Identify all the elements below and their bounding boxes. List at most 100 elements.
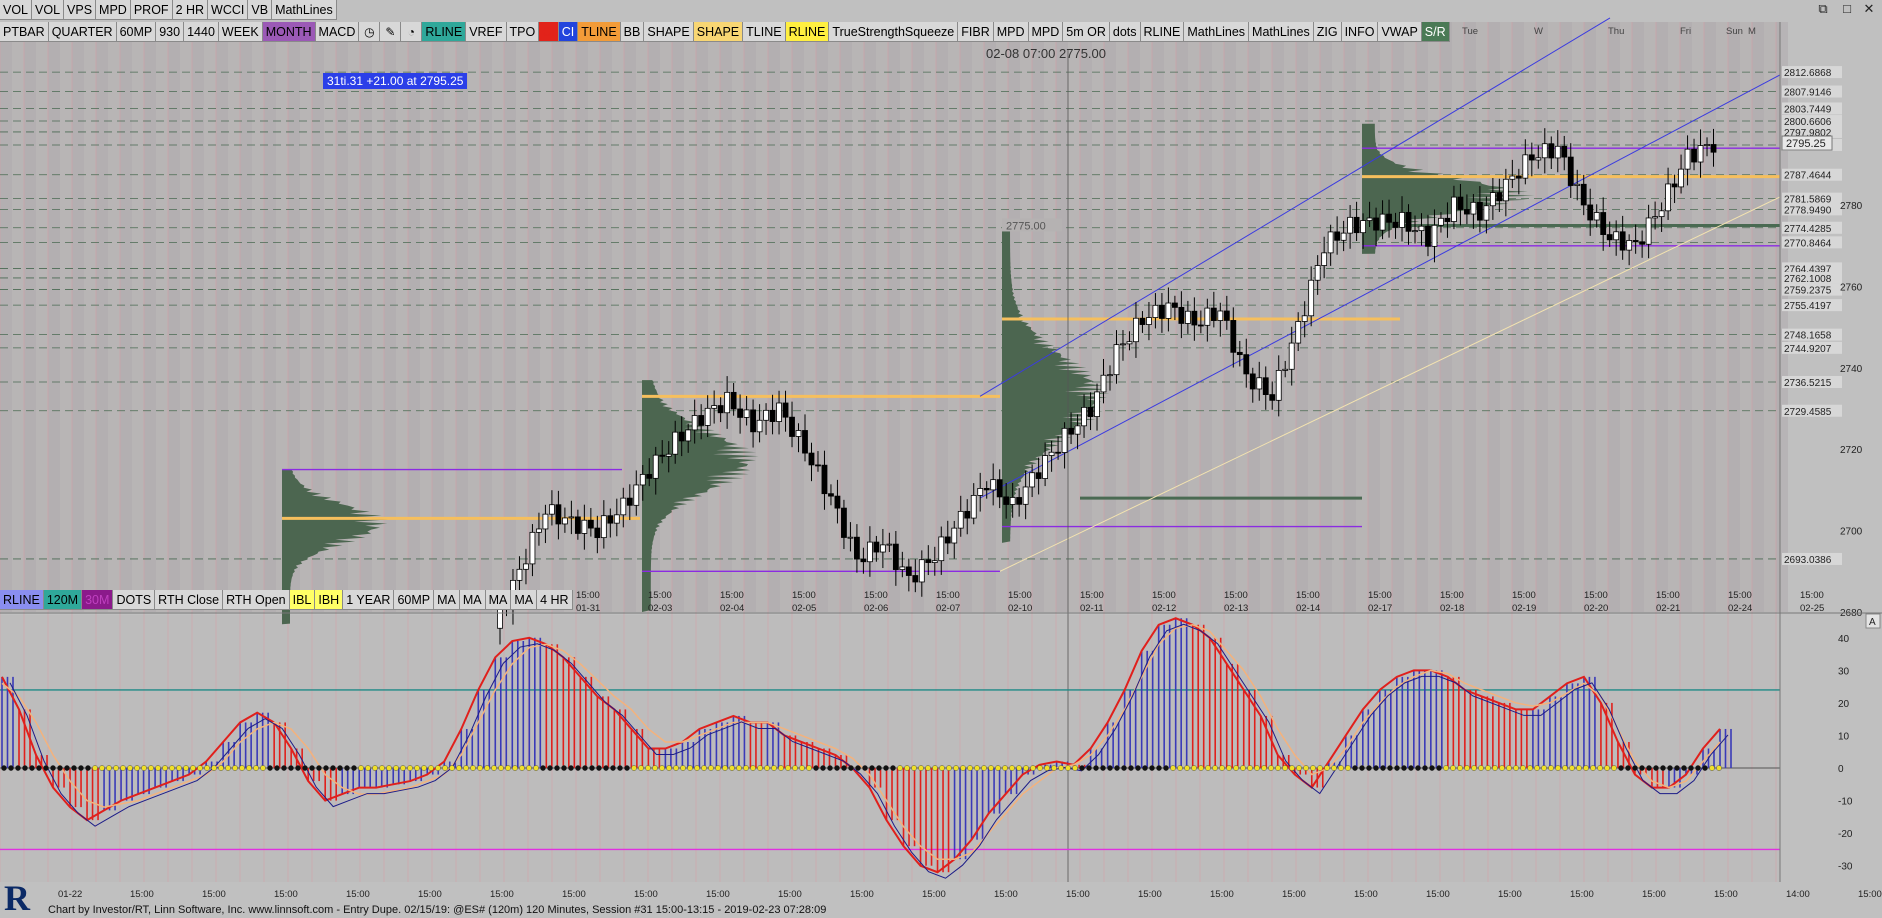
zero-dot — [1590, 765, 1596, 771]
zero-dot — [29, 765, 35, 771]
toolbar_bottom-btn-rline[interactable]: RLINE — [0, 590, 44, 610]
time-tick-label: 15:00 — [648, 590, 672, 601]
toolbar_top_1-btn-vps[interactable]: VPS — [64, 0, 97, 20]
toolbar_top_2-btn-ci[interactable]: CI — [539, 22, 559, 42]
candle-up — [1126, 341, 1133, 345]
date-tick-label: 02-17 — [1368, 603, 1392, 614]
candle-up — [1146, 317, 1152, 325]
toolbar_top_2-btn-tline[interactable]: TLINE — [578, 22, 621, 42]
zero-dot — [316, 765, 322, 771]
toolbar_top_1-btn-wcci[interactable]: WCCI — [208, 0, 249, 20]
session-band — [624, 22, 636, 612]
toolbar_top_2-btn-mathlines[interactable]: MathLines — [1184, 22, 1250, 42]
candle-up — [1022, 486, 1029, 505]
toolbar_top_2-btn-s-r[interactable]: S/R — [1421, 22, 1450, 42]
maximize-window-icon[interactable]: □ — [1843, 1, 1851, 16]
toolbar_top_2-btn-rline[interactable]: RLINE — [1140, 22, 1185, 42]
toolbar_top_2-btn-60mp[interactable]: 60MP — [116, 22, 157, 42]
toolbar_top_2-btn-tline[interactable]: TLINE — [743, 22, 786, 42]
toolbar_top_2-btn-vwap[interactable]: VWAP — [1378, 22, 1422, 42]
toolbar_bottom-btn-4-hr[interactable]: 4 HR — [537, 590, 573, 610]
zero-dot — [1688, 765, 1694, 771]
zero-dot — [99, 765, 105, 771]
candle-up — [763, 409, 769, 421]
toolbar_top_1-btn-mathlines[interactable]: MathLines — [272, 0, 337, 20]
zero-dot — [127, 765, 133, 771]
toolbar_bottom-btn-30m[interactable]: 30M — [82, 590, 114, 610]
toolbar_top_1-btn-mpd[interactable]: MPD — [96, 0, 131, 20]
macd-time-label: 15:00 — [1498, 889, 1522, 900]
toolbar_bottom-btn-ma[interactable]: MA — [485, 590, 512, 610]
zero-dot — [547, 765, 553, 771]
date-tick-label: 02-13 — [1224, 603, 1248, 614]
toolbar_top_1-btn-2-hr[interactable]: 2 HR — [172, 0, 209, 20]
session-band — [840, 22, 852, 612]
toolbar_bottom-btn-ma[interactable]: MA — [434, 590, 460, 610]
toolbar_top_2-btn-5m-or[interactable]: 5m OR — [1063, 22, 1110, 42]
toolbar_top_2-btn-truestrengthsqueeze[interactable]: TrueStrengthSqueeze — [829, 22, 959, 42]
price-level-label: 2744.9207 — [1784, 344, 1832, 355]
toolbar_top_2-btn-macd[interactable]: MACD — [315, 22, 360, 42]
toolbar_bottom-btn-120m[interactable]: 120M — [43, 590, 83, 610]
toolbar_top_1-btn-vol[interactable]: VOL — [0, 0, 33, 20]
toolbar_top_2-btn-mathlines[interactable]: MathLines — [1249, 22, 1314, 42]
dial-icon[interactable]: ◔ — [401, 22, 423, 42]
toolbar_top_2-btn-vref[interactable]: VREF — [466, 22, 507, 42]
zero-dot — [372, 765, 378, 771]
toolbar_top_2-btn-tpo[interactable]: TPO — [506, 22, 540, 42]
zero-dot — [533, 765, 539, 771]
toolbar_top_2-btn-fibr[interactable]: FIBR — [958, 22, 994, 42]
zero-dot — [904, 765, 910, 771]
toolbar_top_1-btn-prof[interactable]: PROF — [130, 0, 173, 20]
toolbar_top_2-btn-zig[interactable]: ZIG — [1313, 22, 1342, 42]
candle-up — [990, 479, 997, 491]
toolbar_top_2-btn-info[interactable]: INFO — [1341, 22, 1379, 42]
toolbar_bottom-btn-rth-open[interactable]: RTH Open — [223, 590, 290, 610]
toolbar_top_1-btn-vb[interactable]: VB — [248, 0, 273, 20]
toolbar_top_1-btn-vol[interactable]: VOL — [32, 0, 65, 20]
toolbar_top_2-btn-ci[interactable]: CI — [558, 22, 579, 42]
volume-profile-1 — [282, 469, 388, 625]
toolbar_top_2-btn-quarter[interactable]: QUARTER — [48, 22, 117, 42]
zero-dot — [92, 765, 98, 771]
day-label: Thu — [1608, 26, 1624, 37]
toolbar_bottom-btn-ma[interactable]: MA — [459, 590, 486, 610]
toolbar_bottom-btn-dots[interactable]: DOTS — [113, 590, 156, 610]
toolbar_top_2-btn-dots[interactable]: dots — [1109, 22, 1141, 42]
toolbar_top_2-btn-ptbar[interactable]: PTBAR — [0, 22, 49, 42]
toolbar_top_2-btn-rline[interactable]: RLINE — [785, 22, 830, 42]
close-window-icon[interactable]: ✕ — [1863, 1, 1875, 16]
toolbar_top_2-btn-shape[interactable]: SHAPE — [693, 22, 744, 42]
macd-tick-label: 0 — [1838, 764, 1844, 775]
zero-dot — [302, 765, 308, 771]
toolbar_top_2-btn-shape[interactable]: SHAPE — [644, 22, 694, 42]
toolbar_top_2-btn-week[interactable]: WEEK — [218, 22, 263, 42]
zero-dot — [1023, 765, 1029, 771]
toolbar_bottom-btn-1-year[interactable]: 1 YEAR — [343, 590, 395, 610]
zero-dot — [827, 765, 833, 771]
candle-up — [1074, 425, 1081, 435]
toolbar_bottom-btn-60mp[interactable]: 60MP — [394, 590, 435, 610]
toolbar_bottom-btn-ma[interactable]: MA — [511, 590, 538, 610]
zero-dot — [421, 765, 427, 771]
zero-dot — [211, 765, 217, 771]
zero-dot — [512, 765, 518, 771]
toolbar_bottom-btn-ibl[interactable]: IBL — [289, 590, 316, 610]
restore-window-icon[interactable]: ⧉ — [1818, 1, 1828, 16]
toolbar_top_2-btn-rline[interactable]: RLINE — [422, 22, 467, 42]
pencil-icon[interactable]: ✎ — [380, 22, 402, 42]
toolbar_bottom-btn-ibh[interactable]: IBH — [315, 590, 344, 610]
toolbar_top_2-btn-1440[interactable]: 1440 — [184, 22, 219, 42]
toolbar_top_2-btn-month[interactable]: MONTH — [262, 22, 316, 42]
toolbar_top_2-btn-mpd[interactable]: MPD — [1028, 22, 1064, 42]
toolbar_bottom-btn-rth-close[interactable]: RTH Close — [155, 590, 224, 610]
zero-dot — [897, 765, 903, 771]
trend-line-upper — [979, 17, 1611, 397]
toolbar_top_2-btn-mpd[interactable]: MPD — [993, 22, 1029, 42]
price-tick-label: 2760 — [1840, 282, 1863, 293]
clock-icon[interactable]: ◷ — [359, 22, 381, 42]
toolbar_top_2-btn-930[interactable]: 930 — [156, 22, 185, 42]
toolbar_top_2-btn-bb[interactable]: BB — [620, 22, 645, 42]
candle-up — [1704, 144, 1710, 146]
